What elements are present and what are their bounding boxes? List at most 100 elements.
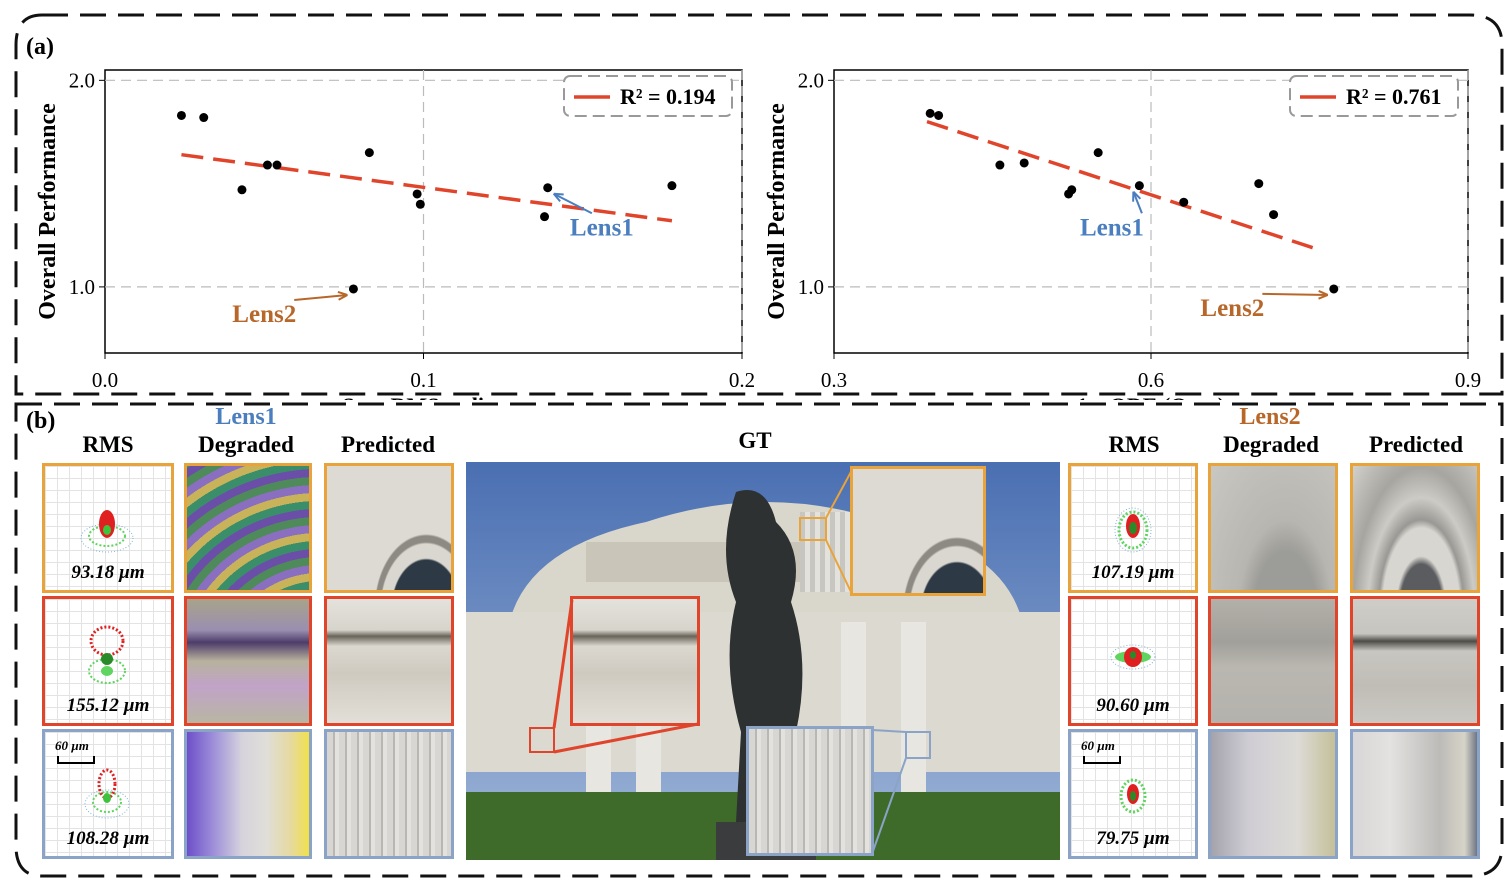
data-point	[199, 113, 209, 123]
data-point	[364, 148, 374, 158]
annotation-label: Lens2	[1200, 295, 1264, 322]
annotation-arrow	[553, 192, 593, 215]
x-axis-label: Spot RMS radius	[342, 393, 505, 400]
lens2-rms-value-3: 79.75 µm	[1096, 828, 1170, 849]
fit-line	[181, 152, 673, 223]
data-point	[540, 212, 550, 222]
y-axis-label: Overall Performance	[764, 103, 790, 320]
data-point	[1269, 210, 1279, 220]
lens2-degraded-row2	[1208, 596, 1338, 726]
data-point	[925, 108, 935, 118]
lens1-predicted-row3	[324, 729, 454, 859]
data-point	[272, 160, 282, 170]
lens2-rms-value-1: 107.19 µm	[1091, 562, 1175, 583]
gt-zoom-red	[570, 596, 700, 726]
lens1-degraded-row3	[184, 729, 312, 859]
data-point	[237, 185, 247, 195]
x-tick-label: 0.0	[92, 368, 118, 392]
annotation-arrowhead	[337, 291, 348, 301]
data-point	[1019, 158, 1029, 168]
x-tick-label: 0.3	[821, 368, 847, 392]
frame-a	[14, 13, 1504, 396]
lens2-spot-row2: 90.60 µm	[1068, 596, 1198, 726]
data-point	[176, 110, 186, 120]
y-axis-label: Overall Performance	[35, 103, 61, 320]
data-point	[412, 189, 422, 199]
lens1-spot-row3: 60 µm 108.28 µm	[42, 729, 174, 859]
data-point	[1093, 148, 1103, 158]
panel-a-label: (a)	[26, 34, 54, 60]
x-tick-label: 0.2	[729, 368, 755, 392]
gt-zoom-orange	[850, 466, 986, 596]
y-tick-label: 1.0	[69, 275, 95, 299]
data-point	[415, 199, 425, 209]
lens1-predicted-row2	[324, 596, 454, 726]
lens2-degraded-row3	[1208, 729, 1338, 859]
chart-ode: 0.3 0.6 0.9 1.0 2.0 1 – ODE (Ours) Overall Per…	[764, 68, 1481, 400]
legend-label: R² = 0.761	[1346, 84, 1442, 109]
lens1-rms-value-2: 155.12 µm	[66, 695, 150, 716]
annotation-label: Lens1	[1080, 214, 1144, 241]
data-point	[543, 183, 553, 193]
data-point	[1254, 179, 1264, 189]
annotation-arrowhead	[1132, 190, 1142, 202]
lens2-spot-row3: 60 µm 79.75 µm	[1068, 729, 1198, 859]
spot-diagram-icon	[1110, 644, 1156, 670]
fit-line	[926, 119, 1314, 250]
lens2-col-rms: RMS	[1108, 432, 1160, 457]
lens1-title: Lens1	[215, 404, 277, 430]
x-tick-label: 0.1	[410, 368, 436, 392]
lens2-predicted-row1	[1350, 463, 1480, 593]
gt-title: GT	[738, 428, 772, 453]
lens2-col-degraded: Degraded	[1223, 432, 1319, 457]
data-point	[1067, 185, 1077, 195]
data-point	[995, 160, 1005, 170]
lens1-col-predicted: Predicted	[340, 432, 436, 457]
lens1-rms-value-1: 93.18 µm	[71, 562, 145, 583]
lens1-predicted-row1	[324, 463, 454, 593]
y-tick-label: 2.0	[798, 68, 824, 92]
legend-box	[563, 75, 733, 117]
lens1-degraded-row2	[184, 596, 312, 726]
chart-spot-rms: 0.0 0.1 0.2 1.0 2.0 Spot RMS radius Overall Pe…	[35, 68, 755, 400]
annotation-arrowhead	[552, 192, 564, 203]
lens1-col-rms: RMS	[82, 432, 134, 457]
legend-label: R² = 0.194	[620, 84, 716, 109]
lens2-degraded-row1	[1208, 463, 1338, 593]
gt-callouts	[529, 469, 931, 855]
annotation-arrow	[1132, 191, 1143, 214]
annotation-arrow	[1262, 292, 1328, 296]
lens1-spot-row2: 155.12 µm	[42, 596, 174, 726]
annotation-arrowhead	[1318, 289, 1329, 300]
lens1-spot-row1: 93.18 µm	[42, 463, 174, 593]
data-point	[1134, 181, 1144, 191]
y-tick-label: 2.0	[69, 68, 95, 92]
spot-diagram-icon	[84, 768, 130, 819]
lens2-rms-value-2: 90.60 µm	[1096, 695, 1170, 716]
spot-diagram-icon	[88, 625, 126, 684]
x-tick-label: 0.6	[1138, 368, 1164, 392]
scale-bar: 60 µm	[55, 738, 95, 764]
y-tick-label: 1.0	[798, 275, 824, 299]
data-point	[667, 181, 677, 191]
data-point	[262, 160, 272, 170]
gt-zoom-blue	[746, 726, 874, 856]
data-point	[934, 110, 944, 120]
spot-diagram-icon	[1119, 778, 1147, 814]
annotation-label: Lens1	[570, 214, 634, 241]
lens2-col-predicted: Predicted	[1368, 432, 1464, 457]
frame-b	[14, 402, 1504, 878]
lens2-title: Lens2	[1239, 404, 1301, 430]
annotation-arrow	[294, 293, 348, 302]
data-point	[1329, 284, 1339, 294]
lens2-predicted-row3	[1350, 729, 1480, 859]
lens2-predicted-row2	[1350, 596, 1480, 726]
lens1-degraded-row1	[184, 463, 312, 593]
data-point	[348, 284, 358, 294]
panel-b-label: (b)	[26, 408, 56, 434]
scale-bar: 60 µm	[1081, 738, 1121, 764]
x-tick-label: 0.9	[1455, 368, 1481, 392]
lens2-spot-row1: 107.19 µm	[1068, 463, 1198, 593]
lens1-col-degraded: Degraded	[198, 432, 294, 457]
